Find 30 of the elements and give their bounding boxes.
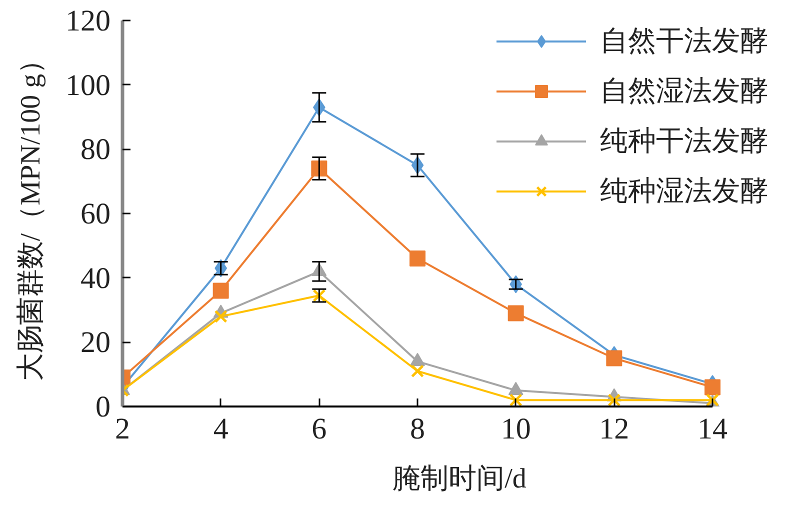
point <box>214 310 228 323</box>
legend-label: 自然湿法发酵 <box>600 75 768 109</box>
x-tick-label: 4 <box>213 412 228 446</box>
y-tick-label: 20 <box>80 326 110 360</box>
x-tick-label: 6 <box>312 412 327 446</box>
y-tick-label: 40 <box>80 262 110 295</box>
legend-label: 纯种干法发酵 <box>600 125 768 159</box>
legend-label: 纯种湿法发酵 <box>600 175 768 209</box>
point <box>509 394 522 406</box>
y-tick-label: 80 <box>80 133 110 166</box>
point <box>606 350 622 366</box>
point <box>410 250 426 267</box>
legend-label: 自然干法发酵 <box>600 25 768 59</box>
x-tick-label: 2 <box>115 412 130 446</box>
point <box>410 364 424 378</box>
y-tick-label: 120 <box>66 4 110 38</box>
x-axis-title: 腌制时间/d <box>392 464 526 494</box>
y-tick-label: 0 <box>96 390 110 424</box>
point <box>508 305 524 322</box>
point <box>704 379 720 396</box>
x-tick-label: 12 <box>599 412 630 446</box>
x-tick-label: 8 <box>410 412 425 446</box>
y-axis-title: 大肠菌群数/（MPN/100 g） <box>16 46 46 382</box>
point <box>608 394 621 406</box>
point <box>212 282 229 299</box>
y-tick-label: 100 <box>66 68 110 102</box>
x-tick-label: 14 <box>698 412 728 446</box>
x-tick-label: 10 <box>500 412 531 446</box>
y-tick-label: 60 <box>80 198 110 230</box>
point <box>311 160 328 176</box>
